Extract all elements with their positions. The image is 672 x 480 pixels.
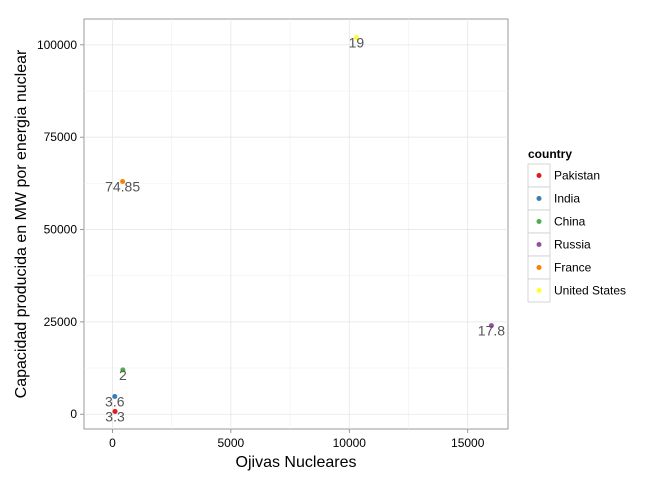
legend-label: Russia (554, 238, 591, 252)
data-label: 2 (119, 367, 127, 383)
y-tick-label: 25000 (44, 315, 78, 329)
legend-label: India (554, 192, 580, 206)
data-point (120, 367, 126, 373)
x-tick-label: 10000 (333, 436, 367, 450)
x-tick-label: 5000 (218, 436, 245, 450)
data-label: 74.85 (105, 179, 140, 195)
legend-items: Pakistan India China Russia France United Sta… (527, 163, 626, 303)
data-label: 19 (349, 34, 365, 50)
plot-panel (83, 18, 509, 430)
legend-label: United States (554, 284, 626, 298)
x-tick-label: 15000 (451, 436, 485, 450)
legend: country Pakistan India China Russia France Un… (527, 147, 626, 303)
legend-swatch (536, 242, 542, 247)
data-point (488, 323, 494, 329)
ticks: 0 5000 10000 15000 0 25000 50000 75000 100000 (37, 38, 485, 450)
x-axis-title: Ojivas Nucleares (236, 454, 357, 471)
data-label: 3.3 (105, 408, 125, 424)
point-labels: 3.33.6 2 17.8 74.85 19 (105, 34, 505, 424)
data-label: 3.6 (105, 393, 125, 409)
x-tick-label: 0 (109, 436, 116, 450)
legend-swatch (536, 265, 542, 270)
data-point (112, 393, 118, 399)
y-tick-label: 75000 (44, 130, 78, 144)
legend-swatch (536, 219, 542, 224)
points (112, 34, 494, 414)
data-point (112, 408, 118, 414)
legend-label: Pakistan (554, 169, 600, 183)
y-tick-label: 50000 (44, 223, 78, 237)
legend-swatch (536, 288, 542, 293)
y-axis-title: Capacidad producida en MW por energia nu… (13, 49, 30, 398)
legend-label: France (554, 261, 592, 275)
y-tick-label: 100000 (37, 38, 77, 52)
legend-swatch (536, 173, 542, 178)
y-tick-label: 0 (70, 407, 77, 421)
data-point (353, 34, 359, 40)
legend-label: China (554, 215, 586, 229)
data-point (120, 179, 126, 185)
legend-swatch (536, 196, 542, 201)
legend-title: country (528, 147, 572, 161)
data-label: 17.8 (478, 323, 505, 339)
grid (84, 19, 508, 429)
